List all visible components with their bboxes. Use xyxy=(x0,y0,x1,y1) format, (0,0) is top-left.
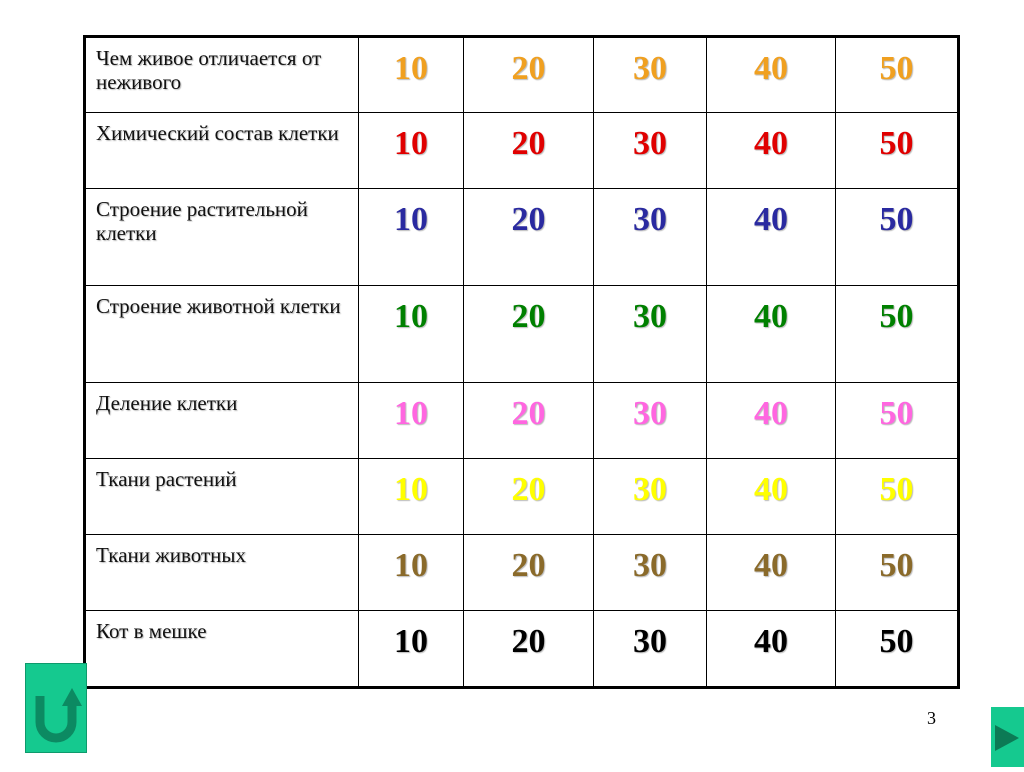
score-cell-50[interactable]: 50 xyxy=(835,36,959,113)
score-cell-10[interactable]: 10 xyxy=(358,610,464,688)
play-triangle-icon xyxy=(995,725,1019,751)
score-cell-40[interactable]: 40 xyxy=(706,188,836,286)
score-cell-30[interactable]: 30 xyxy=(593,188,707,286)
score-cell-30[interactable]: 30 xyxy=(593,36,707,113)
score-cell-50[interactable]: 50 xyxy=(835,188,959,286)
score-cell-20[interactable]: 20 xyxy=(463,382,594,459)
score-cell-50[interactable]: 50 xyxy=(835,112,959,189)
score-cell-10[interactable]: 10 xyxy=(358,534,464,611)
u-turn-arrow-icon xyxy=(35,688,82,743)
score-cell-10[interactable]: 10 xyxy=(358,458,464,535)
score-cell-50[interactable]: 50 xyxy=(835,534,959,611)
score-cell-20[interactable]: 20 xyxy=(463,534,594,611)
score-cell-50[interactable]: 50 xyxy=(835,382,959,459)
score-cell-10[interactable]: 10 xyxy=(358,112,464,189)
score-cell-30[interactable]: 30 xyxy=(593,382,707,459)
score-cell-30[interactable]: 30 xyxy=(593,610,707,688)
category-row: Чем живое отличается от неживого 10 20 30 40… xyxy=(84,36,959,113)
category-row: Деление клетки 10 20 30 40 50 xyxy=(84,382,959,459)
score-cell-40[interactable]: 40 xyxy=(706,458,836,535)
category-row: Химический состав клетки 10 20 30 40 50 xyxy=(84,112,959,189)
category-label: Чем живое отличается от неживого xyxy=(84,36,359,113)
score-cell-30[interactable]: 30 xyxy=(593,285,707,383)
score-cell-30[interactable]: 30 xyxy=(593,112,707,189)
score-cell-10[interactable]: 10 xyxy=(358,36,464,113)
category-label: Деление клетки xyxy=(84,382,359,459)
score-cell-50[interactable]: 50 xyxy=(835,458,959,535)
category-label: Ткани растений xyxy=(84,458,359,535)
category-row: Строение животной клетки 10 20 30 40 50 xyxy=(84,285,959,383)
score-cell-20[interactable]: 20 xyxy=(463,36,594,113)
score-cell-20[interactable]: 20 xyxy=(463,188,594,286)
score-cell-40[interactable]: 40 xyxy=(706,285,836,383)
game-board: Чем живое отличается от неживого 10 20 30 40… xyxy=(83,35,960,689)
score-cell-40[interactable]: 40 xyxy=(706,36,836,113)
score-cell-50[interactable]: 50 xyxy=(835,610,959,688)
category-label: Строение животной клетки xyxy=(84,285,359,383)
score-cell-10[interactable]: 10 xyxy=(358,285,464,383)
back-button[interactable] xyxy=(25,663,87,753)
category-row: Ткани растений 10 20 30 40 50 xyxy=(84,458,959,535)
score-cell-20[interactable]: 20 xyxy=(463,112,594,189)
score-cell-20[interactable]: 20 xyxy=(463,610,594,688)
page-number: 3 xyxy=(927,708,936,728)
category-label: Ткани животных xyxy=(84,534,359,611)
score-cell-30[interactable]: 30 xyxy=(593,534,707,611)
category-label: Химический состав клетки xyxy=(84,112,359,189)
score-cell-10[interactable]: 10 xyxy=(358,382,464,459)
score-cell-40[interactable]: 40 xyxy=(706,382,836,459)
score-cell-20[interactable]: 20 xyxy=(463,285,594,383)
score-cell-40[interactable]: 40 xyxy=(706,112,836,189)
next-button[interactable] xyxy=(991,707,1024,767)
category-row: Кот в мешке 10 20 30 40 50 xyxy=(84,610,959,688)
score-cell-40[interactable]: 40 xyxy=(706,610,836,688)
category-row: Ткани животных 10 20 30 40 50 xyxy=(84,534,959,611)
score-cell-30[interactable]: 30 xyxy=(593,458,707,535)
score-cell-40[interactable]: 40 xyxy=(706,534,836,611)
category-label: Строение растительной клетки xyxy=(84,188,359,286)
score-cell-10[interactable]: 10 xyxy=(358,188,464,286)
score-cell-50[interactable]: 50 xyxy=(835,285,959,383)
category-row: Строение растительной клетки 10 20 30 40 50 xyxy=(84,188,959,286)
score-cell-20[interactable]: 20 xyxy=(463,458,594,535)
category-label: Кот в мешке xyxy=(84,610,359,688)
